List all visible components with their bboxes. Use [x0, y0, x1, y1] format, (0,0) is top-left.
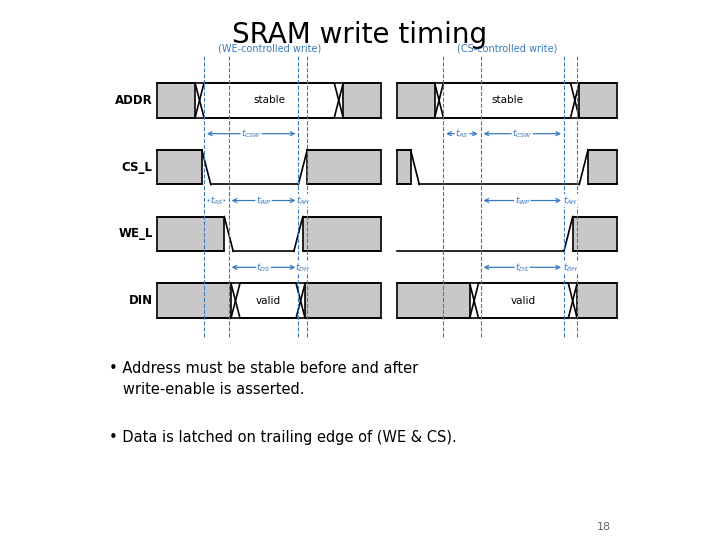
- Polygon shape: [303, 217, 382, 251]
- Polygon shape: [572, 217, 616, 251]
- Text: $t_\mathregular{AS}$: $t_\mathregular{AS}$: [210, 194, 223, 207]
- Polygon shape: [343, 83, 382, 118]
- Polygon shape: [580, 83, 616, 118]
- Text: $t_\mathregular{WP}$: $t_\mathregular{WP}$: [256, 194, 271, 207]
- Polygon shape: [397, 150, 410, 185]
- Text: $t_\mathregular{DH}$: $t_\mathregular{DH}$: [563, 261, 578, 274]
- Polygon shape: [157, 150, 202, 185]
- Text: (WE-controlled write): (WE-controlled write): [217, 44, 321, 53]
- Text: valid: valid: [511, 296, 536, 306]
- Text: stable: stable: [491, 96, 523, 105]
- Text: WE_L: WE_L: [118, 227, 153, 240]
- Polygon shape: [204, 83, 334, 118]
- Polygon shape: [577, 284, 616, 318]
- Text: • Data is latched on trailing edge of (WE & CS).: • Data is latched on trailing edge of (W…: [109, 430, 456, 445]
- Text: $t_\mathregular{AH}$: $t_\mathregular{AH}$: [563, 194, 577, 207]
- Polygon shape: [397, 284, 469, 318]
- Text: 18: 18: [597, 522, 611, 532]
- Polygon shape: [157, 284, 231, 318]
- Text: • Address must be stable before and after
   write-enable is asserted.: • Address must be stable before and afte…: [109, 361, 418, 397]
- Text: $t_\mathregular{WP}$: $t_\mathregular{WP}$: [515, 194, 530, 207]
- Polygon shape: [479, 284, 568, 318]
- Text: $t_\mathregular{DS}$: $t_\mathregular{DS}$: [256, 261, 271, 274]
- Text: DIN: DIN: [128, 294, 153, 307]
- Text: ADDR: ADDR: [115, 94, 153, 107]
- Polygon shape: [305, 284, 382, 318]
- Polygon shape: [240, 284, 296, 318]
- Polygon shape: [444, 83, 570, 118]
- Text: CS_L: CS_L: [122, 160, 153, 174]
- Text: $t_\mathregular{AS}$: $t_\mathregular{AS}$: [455, 127, 469, 140]
- Polygon shape: [397, 83, 435, 118]
- Text: $t_\mathregular{DS}$: $t_\mathregular{DS}$: [516, 261, 529, 274]
- Text: $t_\mathregular{DH}$: $t_\mathregular{DH}$: [295, 261, 310, 274]
- Text: (CS-controlled write): (CS-controlled write): [456, 44, 557, 53]
- Polygon shape: [307, 150, 382, 185]
- Polygon shape: [157, 217, 224, 251]
- Polygon shape: [588, 150, 616, 185]
- Text: $t_\mathregular{CSW}$: $t_\mathregular{CSW}$: [512, 127, 533, 140]
- Text: SRAM write timing: SRAM write timing: [233, 22, 487, 50]
- Text: $t_\mathregular{CSW}$: $t_\mathregular{CSW}$: [241, 127, 261, 140]
- Text: valid: valid: [256, 296, 281, 306]
- Text: stable: stable: [253, 96, 285, 105]
- Text: $t_\mathregular{AH}$: $t_\mathregular{AH}$: [296, 194, 310, 207]
- Polygon shape: [157, 83, 195, 118]
